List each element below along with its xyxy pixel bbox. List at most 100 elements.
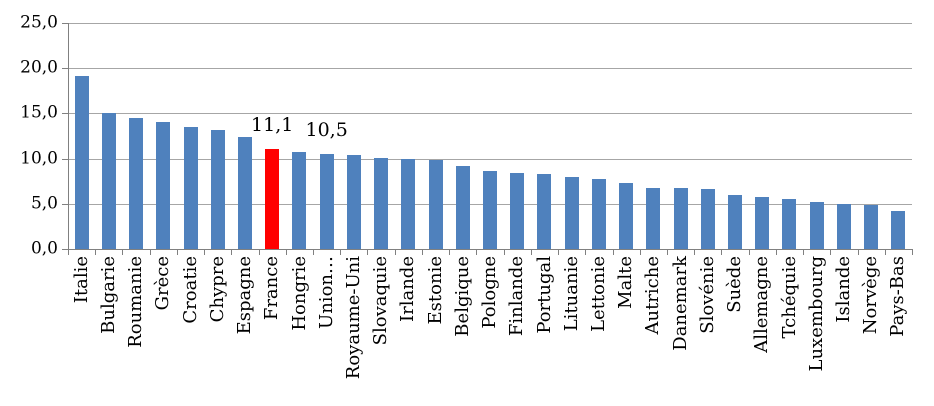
x-axis-label-Islande: Islande <box>830 256 857 406</box>
x-axis-label-text: Italie <box>70 256 92 304</box>
y-tick-15 <box>62 113 68 115</box>
y-axis-label: 20,0 <box>20 57 58 78</box>
bar-Union… <box>319 154 334 249</box>
x-axis-label-Hongrie: Hongrie <box>286 256 313 406</box>
bar-Estonie <box>428 160 443 249</box>
bar-Pays-Bas <box>891 211 906 249</box>
bar-Belgique <box>455 165 470 249</box>
x-axis-label-text: Hongrie <box>288 256 310 331</box>
value-label-France: 11,1 <box>251 113 294 136</box>
x-axis-label-text: Bulgarie <box>97 256 119 334</box>
bar-Croatie <box>183 126 198 249</box>
bar-Slovaquie <box>374 157 389 249</box>
x-axis-label-text: Espagne <box>234 256 256 335</box>
bar-Malte <box>619 183 634 249</box>
x-axis-label-France: France <box>259 256 286 406</box>
bar-Finlande <box>510 173 525 249</box>
x-tick <box>912 250 913 255</box>
x-axis-label-Malte: Malte <box>613 256 640 406</box>
x-axis-label-text: Belgique <box>451 256 473 337</box>
x-tick <box>122 250 124 255</box>
gridline-10 <box>69 158 912 160</box>
x-axis-label-text: Irlande <box>397 256 419 322</box>
x-tick <box>95 250 97 255</box>
bar-Bulgarie <box>101 113 116 249</box>
y-axis-label: 5,0 <box>30 193 58 214</box>
y-axis-label: 15,0 <box>20 102 58 123</box>
x-axis-label-Finlande: Finlande <box>504 256 531 406</box>
y-tick-20 <box>62 68 68 70</box>
x-axis-label-text: Slovénie <box>696 256 718 334</box>
x-axis-label-text: Union… <box>315 256 337 329</box>
x-tick <box>421 250 423 255</box>
x-axis-label-text: Danemark <box>669 256 691 351</box>
x-tick <box>884 250 886 255</box>
x-axis-label-text: Pays-Bas <box>887 256 909 337</box>
x-axis-label-Pologne: Pologne <box>476 256 503 406</box>
x-axis-label-Allemagne: Allemagne <box>749 256 776 406</box>
bar-Tchéquie <box>782 199 797 249</box>
x-axis-label-text: Chypre <box>206 256 228 323</box>
x-axis-label-text: Lituanie <box>560 256 582 332</box>
bar-Danemark <box>673 187 688 249</box>
bar-Suède <box>728 194 743 249</box>
y-tick-10 <box>62 158 68 160</box>
x-axis-label-text: Tchéquie <box>778 256 800 339</box>
x-tick <box>313 250 315 255</box>
x-axis-label-Estonie: Estonie <box>422 256 449 406</box>
x-axis-label-Royaume-Uni: Royaume-Uni <box>340 256 367 406</box>
x-tick <box>694 250 696 255</box>
x-tick <box>775 250 777 255</box>
x-axis-label-Slovénie: Slovénie <box>694 256 721 406</box>
y-tick-5 <box>62 203 68 205</box>
x-axis-label-text: Lettonie <box>587 256 609 332</box>
x-axis-label-text: Norvège <box>860 256 882 335</box>
bar-Islande <box>836 203 851 249</box>
x-axis-label-Bulgarie: Bulgarie <box>95 256 122 406</box>
x-tick <box>231 250 233 255</box>
x-axis-label-text: Autriche <box>642 256 664 335</box>
x-tick <box>612 250 614 255</box>
x-axis-label-Tchéquie: Tchéquie <box>776 256 803 406</box>
bar-Roumanie <box>129 117 144 249</box>
x-tick <box>204 250 206 255</box>
x-axis-label-Italie: Italie <box>68 256 95 406</box>
x-axis-label-text: Portugal <box>533 256 555 334</box>
x-tick <box>149 250 151 255</box>
y-axis-label: 10,0 <box>20 148 58 169</box>
value-label-Union…: 10,5 <box>305 119 348 142</box>
x-tick <box>476 250 478 255</box>
gridline-15 <box>69 113 912 115</box>
x-tick <box>449 250 451 255</box>
x-axis-label-text: Slovaquie <box>370 256 392 346</box>
x-tick <box>666 250 668 255</box>
x-tick <box>585 250 587 255</box>
x-axis-label-Danemark: Danemark <box>667 256 694 406</box>
bar-Royaume-Uni <box>346 154 361 249</box>
bar-Hongrie <box>292 152 307 249</box>
bar-Autriche <box>646 187 661 249</box>
x-axis-label-Espagne: Espagne <box>231 256 258 406</box>
x-axis-label-text: Croatie <box>179 256 201 324</box>
x-tick <box>285 250 287 255</box>
x-axis-label-text: Grèce <box>152 256 174 311</box>
bar-Irlande <box>401 158 416 249</box>
y-axis-label: 25,0 <box>20 12 58 33</box>
bar-Pologne <box>483 171 497 249</box>
x-axis-label-Luxembourg: Luxembourg <box>803 256 830 406</box>
bar-Portugal <box>537 173 552 249</box>
bar-Chypre <box>210 129 225 249</box>
x-axis-label-Croatie: Croatie <box>177 256 204 406</box>
bar-Italie <box>74 76 89 249</box>
x-axis-label-Belgique: Belgique <box>449 256 476 406</box>
x-axis-label-Portugal: Portugal <box>531 256 558 406</box>
x-axis-label-text: France <box>261 256 283 321</box>
x-tick <box>340 250 342 255</box>
x-tick <box>258 250 260 255</box>
x-axis-label-Autriche: Autriche <box>640 256 667 406</box>
x-tick <box>503 250 505 255</box>
x-axis-label-text: Malte <box>615 256 637 309</box>
x-axis-label-Roumanie: Roumanie <box>122 256 149 406</box>
bar-Slovénie <box>700 189 715 249</box>
bar-Luxembourg <box>809 201 824 249</box>
